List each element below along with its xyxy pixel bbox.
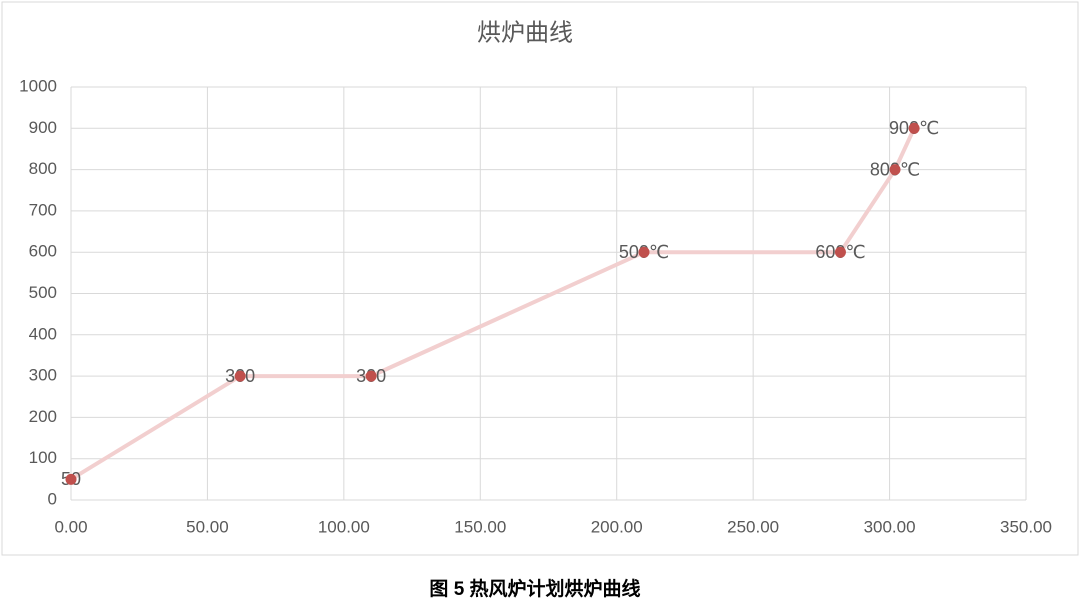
x-tick-label: 300.00 [864,517,916,536]
y-tick-label: 300 [29,366,57,385]
y-tick-label: 200 [29,407,57,426]
marker [908,122,920,134]
x-tick-label: 250.00 [727,517,779,536]
caption: 图 5 热风炉计划烘炉曲线 [429,577,640,600]
chart-border [1,1,1079,556]
x-tick-label: 150.00 [454,517,506,536]
x-tick-label: 200.00 [591,517,643,536]
y-tick-label: 700 [29,200,57,219]
x-tick-label: 50.00 [186,517,229,536]
x-tick-label: 100.00 [318,517,370,536]
marker [834,246,846,258]
chart-title: 烘炉曲线 [477,19,573,46]
marker [65,473,77,485]
y-tick-label: 600 [29,242,57,261]
x-tick-label: 350.00 [1000,517,1052,536]
y-tick-label: 0 [48,489,57,508]
y-tick-label: 800 [29,159,57,178]
marker [889,164,901,176]
y-tick-label: 900 [29,118,57,137]
y-tick-label: 500 [29,283,57,302]
marker [638,246,650,258]
x-tick-label: 0.00 [54,517,87,536]
y-tick-label: 1000 [19,76,57,95]
y-tick-label: 400 [29,324,57,343]
marker [365,370,377,382]
marker [234,370,246,382]
y-tick-label: 100 [29,448,57,467]
